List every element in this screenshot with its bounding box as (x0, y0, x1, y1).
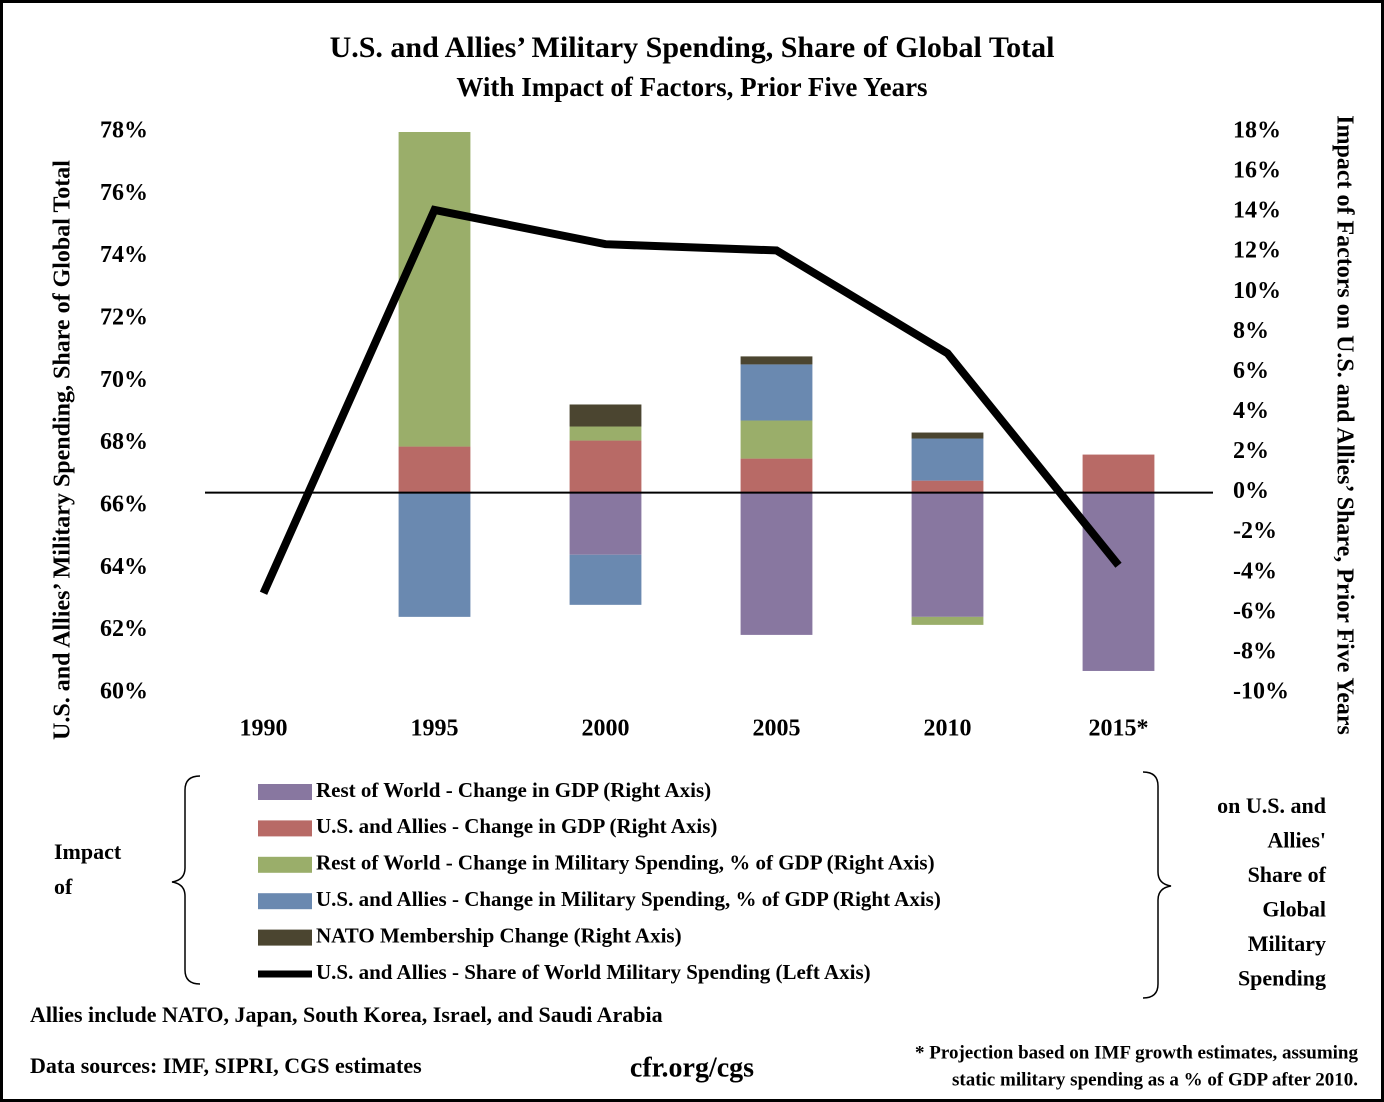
y-tick-label: 60% (100, 679, 148, 705)
footnote: * Projection based on IMF growth estimat… (915, 1042, 1358, 1063)
y-tick-label: 76% (100, 180, 148, 206)
legend-swatch (258, 893, 312, 910)
bar-segment (569, 404, 642, 427)
legend-right-text: Military (1248, 931, 1326, 956)
allies-note: Allies include NATO, Japan, South Korea,… (30, 1002, 663, 1027)
y-tick-label: 70% (100, 367, 148, 393)
x-tick-label: 2005 (753, 716, 801, 742)
legend-right-text: Allies' (1267, 828, 1326, 853)
y2-axis-title: Impact of Factors on U.S. and Allies’ Sh… (1331, 115, 1357, 735)
bar-segment (398, 132, 471, 447)
bar-segment (911, 492, 984, 617)
bar-segment (569, 426, 642, 441)
y2-tick-label: -4% (1233, 558, 1277, 584)
legend-label: Rest of World - Change in Military Spend… (316, 851, 935, 875)
bar-segment (740, 356, 813, 365)
y-axis-title: U.S. and Allies’ Military Spending, Shar… (50, 160, 76, 740)
bar-segment (911, 616, 984, 625)
chart-subtitle: With Impact of Factors, Prior Five Years (456, 72, 927, 102)
bar-segment (398, 446, 471, 493)
legend-label: U.S. and Allies - Share of World Militar… (316, 960, 871, 984)
y2-tick-label: 6% (1233, 358, 1269, 384)
line-series (259, 205, 1122, 595)
y-tick-label: 72% (100, 305, 148, 331)
legend-right-text: Share of (1248, 862, 1327, 887)
y2-tick-label: 16% (1233, 158, 1281, 184)
y-tick-label: 78% (100, 118, 148, 144)
y2-tick-label: 12% (1233, 238, 1281, 264)
y2-tick-label: 10% (1233, 278, 1281, 304)
sources: Data sources: IMF, SIPRI, CGS estimates (30, 1053, 422, 1078)
y-tick-label: 68% (100, 429, 148, 455)
y2-tick-label: -8% (1233, 638, 1277, 664)
footnote: static military spending as a % of GDP a… (952, 1069, 1358, 1090)
bar-segment (911, 480, 984, 493)
site: cfr.org/cgs (630, 1052, 754, 1083)
legend-right-text: Spending (1238, 966, 1326, 991)
bar-segment (740, 492, 813, 635)
x-tick-label: 2010 (924, 716, 972, 742)
bar-segment (398, 492, 471, 617)
legend-swatch (258, 784, 312, 800)
left-bracket (171, 775, 201, 985)
y2-tick-label: 14% (1233, 198, 1281, 224)
legend-label: U.S. and Allies - Change in GDP (Right A… (316, 814, 717, 838)
legend-swatch (258, 856, 312, 873)
chart-title: U.S. and Allies’ Military Spending, Shar… (330, 31, 1055, 64)
legend-label: NATO Membership Change (Right Axis) (316, 923, 682, 947)
y2-tick-label: 4% (1233, 398, 1269, 424)
y2-tick-label: 8% (1233, 318, 1269, 344)
y2-tick-label: 0% (1233, 478, 1269, 504)
bar-segment (1082, 454, 1155, 493)
y2-tick-label: 18% (1233, 118, 1281, 144)
legend-label: Rest of World - Change in GDP (Right Axi… (316, 778, 711, 802)
y2-tick-label: -2% (1233, 518, 1277, 544)
legend-right-text: Global (1262, 897, 1326, 922)
bar-segment (1082, 492, 1155, 671)
bar-segment (740, 364, 813, 421)
x-tick-label: 1990 (240, 716, 288, 742)
y2-tick-label: 2% (1233, 438, 1269, 464)
legend-swatch (258, 929, 312, 946)
y-tick-label: 74% (100, 242, 148, 268)
legend-label: U.S. and Allies - Change in Military Spe… (316, 887, 941, 911)
legend-swatch (258, 820, 312, 837)
x-tick-label: 1995 (411, 716, 459, 742)
y-tick-label: 64% (100, 554, 148, 580)
bar-segment (569, 492, 642, 555)
x-tick-label: 2000 (582, 716, 630, 742)
bar-segment (569, 554, 642, 605)
bar-segment (911, 432, 984, 439)
bar-segment (911, 438, 984, 481)
y-tick-label: 66% (100, 492, 148, 518)
bar-segment (740, 420, 813, 459)
y2-tick-label: -10% (1233, 679, 1289, 705)
bar-segment (740, 458, 813, 493)
legend-left-text: of (54, 874, 73, 899)
bar-segment (569, 440, 642, 493)
x-tick-label: 2015* (1089, 716, 1149, 742)
legend-right-text: on U.S. and (1217, 793, 1326, 818)
y-tick-label: 62% (100, 616, 148, 642)
right-bracket (1142, 771, 1172, 999)
y2-tick-label: -6% (1233, 598, 1277, 624)
legend-left-text: Impact (54, 839, 122, 864)
